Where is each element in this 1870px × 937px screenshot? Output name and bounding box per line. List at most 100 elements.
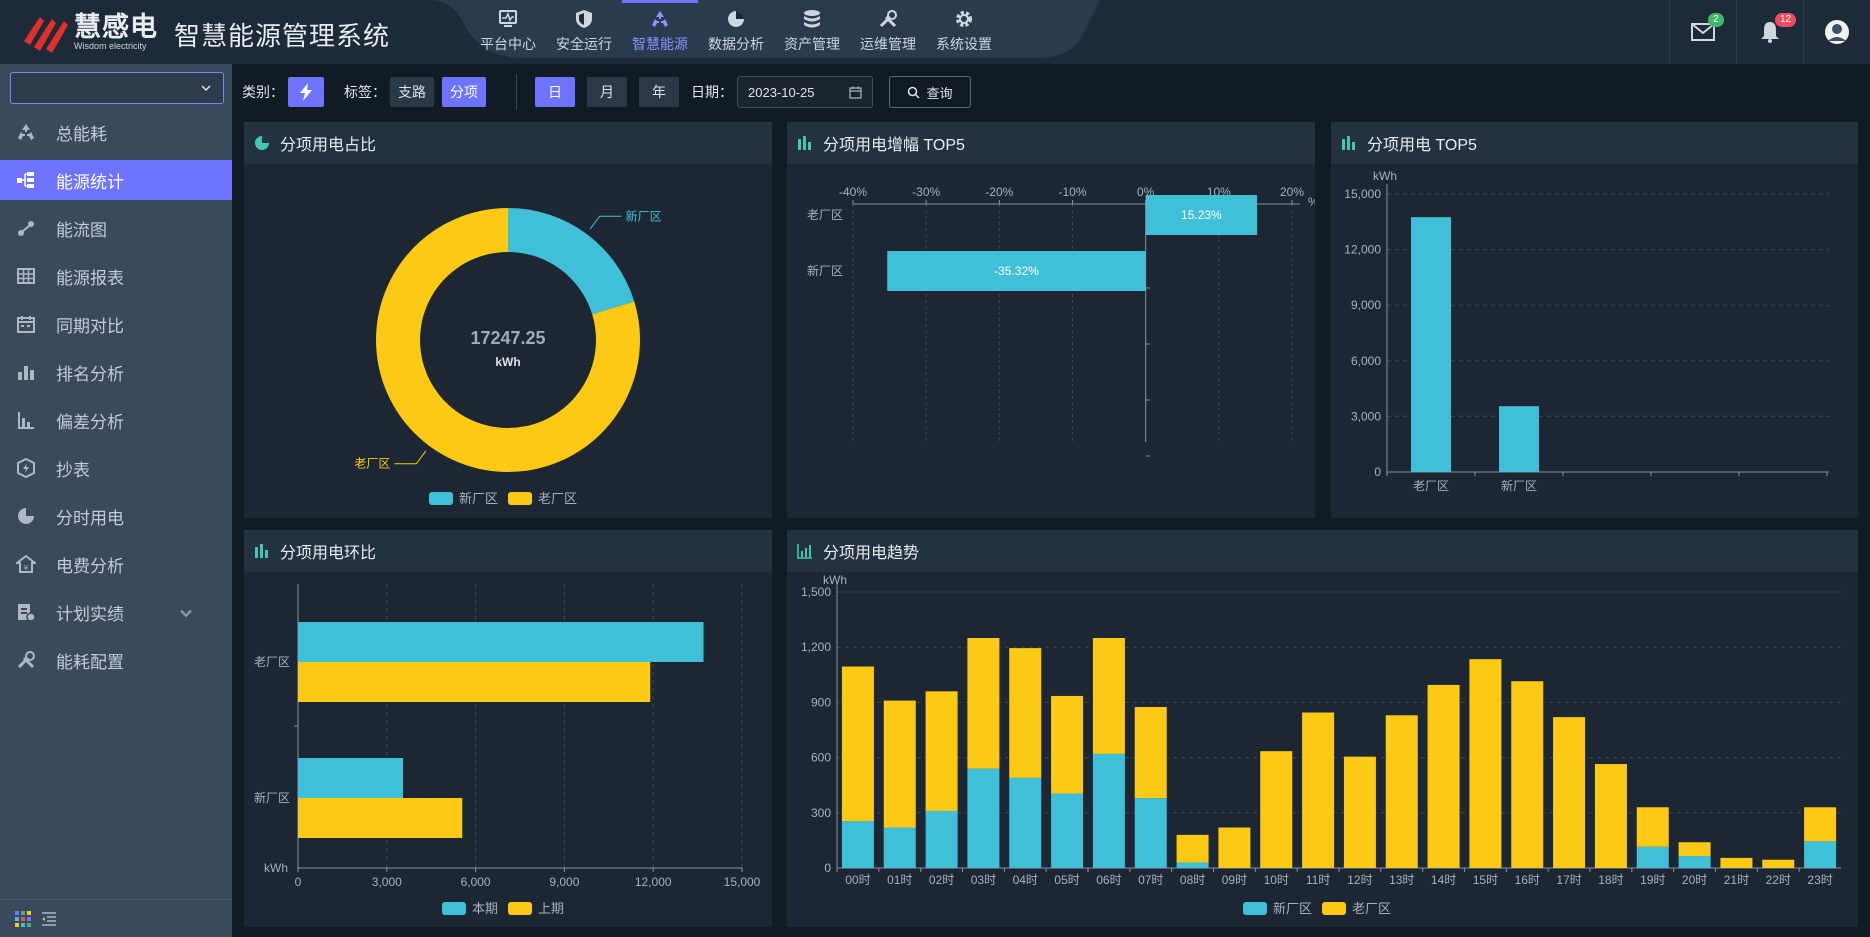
notification-count-badge: 12	[1775, 13, 1797, 27]
sidebar-item-label: 能源统计	[56, 172, 124, 192]
site-select[interactable]	[10, 72, 224, 104]
period-day-button[interactable]: 日	[535, 77, 575, 107]
bar-chart-icon	[798, 136, 811, 150]
bar-old	[1411, 217, 1451, 472]
sidebar-item-label: 同期对比	[56, 316, 124, 336]
bar-value-label: 15.23%	[1181, 208, 1222, 222]
donut-slice-label: 新厂区	[626, 208, 662, 223]
config-icon	[17, 651, 35, 669]
panel-mom: 分项用电环比 0 3,000 6,000 9,000 12,000 15,000 kWh 老厂…	[244, 530, 772, 927]
sidebar-item-energy-config[interactable]: 能耗配置	[0, 640, 232, 680]
x-category-label: 16时	[1515, 873, 1540, 887]
x-category-label: 05时	[1054, 873, 1079, 887]
sidebar-item-label: 偏差分析	[56, 412, 124, 432]
period-year-button[interactable]: 年	[639, 77, 679, 107]
x-category-label: 08时	[1180, 873, 1205, 887]
y-tick-label: 12,000	[1344, 243, 1381, 257]
nav-smart-energy[interactable]: 智慧能源	[622, 0, 698, 64]
y-tick-label: 300	[811, 806, 831, 820]
brand-name: 慧感电	[74, 11, 158, 42]
x-category-label: 21时	[1724, 873, 1749, 887]
sidebar-item-yoy-comparison[interactable]: 同期对比	[0, 304, 232, 344]
y-category-label: 新厂区	[254, 790, 290, 805]
main-nav: 平台中心 安全运行 智慧能源 数据分析 资产管理 运维管理 系统设置	[470, 0, 1002, 64]
stack-new-1	[883, 827, 916, 868]
x-axis-label: kWh	[264, 861, 288, 875]
x-category-label: 04时	[1013, 873, 1038, 887]
pie-icon	[18, 508, 34, 524]
stack-old-15	[1469, 659, 1502, 868]
sidebar-item-energy-flow[interactable]: 能流图	[0, 208, 232, 248]
sidebar-item-ranking-analysis[interactable]: 排名分析	[0, 352, 232, 392]
nav-ops-management[interactable]: 运维管理	[850, 0, 926, 64]
date-picker[interactable]: 2023-10-25	[737, 76, 873, 108]
sidebar-item-deviation-analysis[interactable]: 偏差分析	[0, 400, 232, 440]
sidebar-item-bill-analysis[interactable]: ¥ 电费分析	[0, 544, 232, 584]
bar-new	[887, 251, 1146, 291]
nav-background	[430, 0, 1100, 58]
sidebar-item-energy-statistics[interactable]: 能源统计	[0, 160, 232, 200]
grid-icon[interactable]	[14, 910, 32, 928]
stack-new-20	[1678, 856, 1711, 868]
pie-icon	[728, 11, 744, 27]
sidebar-item-plan-actual[interactable]: 计划实绩	[0, 592, 232, 632]
donut-center-value: 17247.25	[470, 328, 545, 348]
x-category-label: 23时	[1807, 873, 1832, 887]
category-electricity-button[interactable]	[288, 77, 324, 107]
sidebar-item-time-of-use[interactable]: 分时用电	[0, 496, 232, 536]
lightning-icon	[300, 83, 312, 101]
top5-bar-chart: 0 3,000 6,000 9,000 12,000 15,000 kWh 老厂区 新厂区	[1344, 169, 1829, 493]
bar-chart-icon	[1342, 136, 1355, 150]
stack-new-2	[925, 810, 958, 868]
ranking-icon	[18, 366, 34, 380]
nav-platform-center[interactable]: 平台中心	[470, 0, 546, 64]
sidebar-item-meter-reading[interactable]: 抄表	[0, 448, 232, 488]
stack-old-23	[1804, 807, 1837, 842]
nav-label: 安全运行	[556, 36, 612, 52]
x-tick-label: 12,000	[635, 875, 672, 889]
database-icon	[804, 10, 820, 28]
panel-top5-header: 分项用电 TOP5	[1331, 122, 1858, 164]
chevron-down-icon[interactable]	[176, 604, 196, 624]
sidebar-item-energy-report[interactable]: 能源报表	[0, 256, 232, 296]
y-category-label: 新厂区	[807, 263, 843, 278]
legend-swatch	[1243, 902, 1267, 915]
x-category-label: 老厂区	[1413, 479, 1449, 493]
x-tick-label: -10%	[1058, 185, 1086, 199]
legend-label: 新厂区	[459, 491, 498, 506]
panel-share-header: 分项用电占比	[244, 122, 772, 164]
tag-item-button[interactable]: 分项	[442, 77, 486, 107]
bar-new-previous	[298, 798, 463, 838]
user-menu[interactable]	[1803, 0, 1870, 64]
sidebar-menu: 总能耗 能源统计 能流图 能源报表 同期对比 排名分析 偏差分析 抄表	[0, 112, 232, 688]
collapse-menu-icon[interactable]	[40, 910, 58, 928]
panel-title: 分项用电环比	[280, 545, 377, 562]
nav-system-settings[interactable]: 系统设置	[926, 0, 1002, 64]
stack-old-12	[1343, 756, 1376, 868]
tag-branch-button[interactable]: 支路	[390, 77, 434, 107]
x-category-label: 14时	[1431, 873, 1456, 887]
donut-slice-old	[376, 208, 640, 472]
stack-new-5	[1051, 793, 1084, 868]
mail-button[interactable]: 2	[1669, 0, 1736, 64]
period-month-button[interactable]: 月	[587, 77, 627, 107]
mail-icon	[1691, 23, 1715, 41]
sidebar-item-label: 抄表	[56, 460, 90, 480]
notification-button[interactable]: 12	[1736, 0, 1803, 64]
x-category-label: 13时	[1389, 873, 1414, 887]
table-icon	[17, 268, 35, 284]
nav-safe-operation[interactable]: 安全运行	[546, 0, 622, 64]
x-category-label: 00时	[845, 873, 870, 887]
y-axis-label: kWh	[823, 573, 847, 587]
gear-icon	[956, 11, 972, 27]
stack-old-19	[1636, 807, 1669, 847]
deviation-icon	[18, 412, 34, 429]
nav-data-analysis[interactable]: 数据分析	[698, 0, 774, 64]
x-category-label: 19时	[1640, 873, 1665, 887]
x-category-label: 01时	[887, 873, 912, 887]
nav-asset-management[interactable]: 资产管理	[774, 0, 850, 64]
query-button[interactable]: 查询	[889, 76, 971, 108]
system-title: 智慧能源管理系统	[174, 21, 391, 51]
sidebar-item-total-energy[interactable]: 总能耗	[0, 112, 232, 152]
